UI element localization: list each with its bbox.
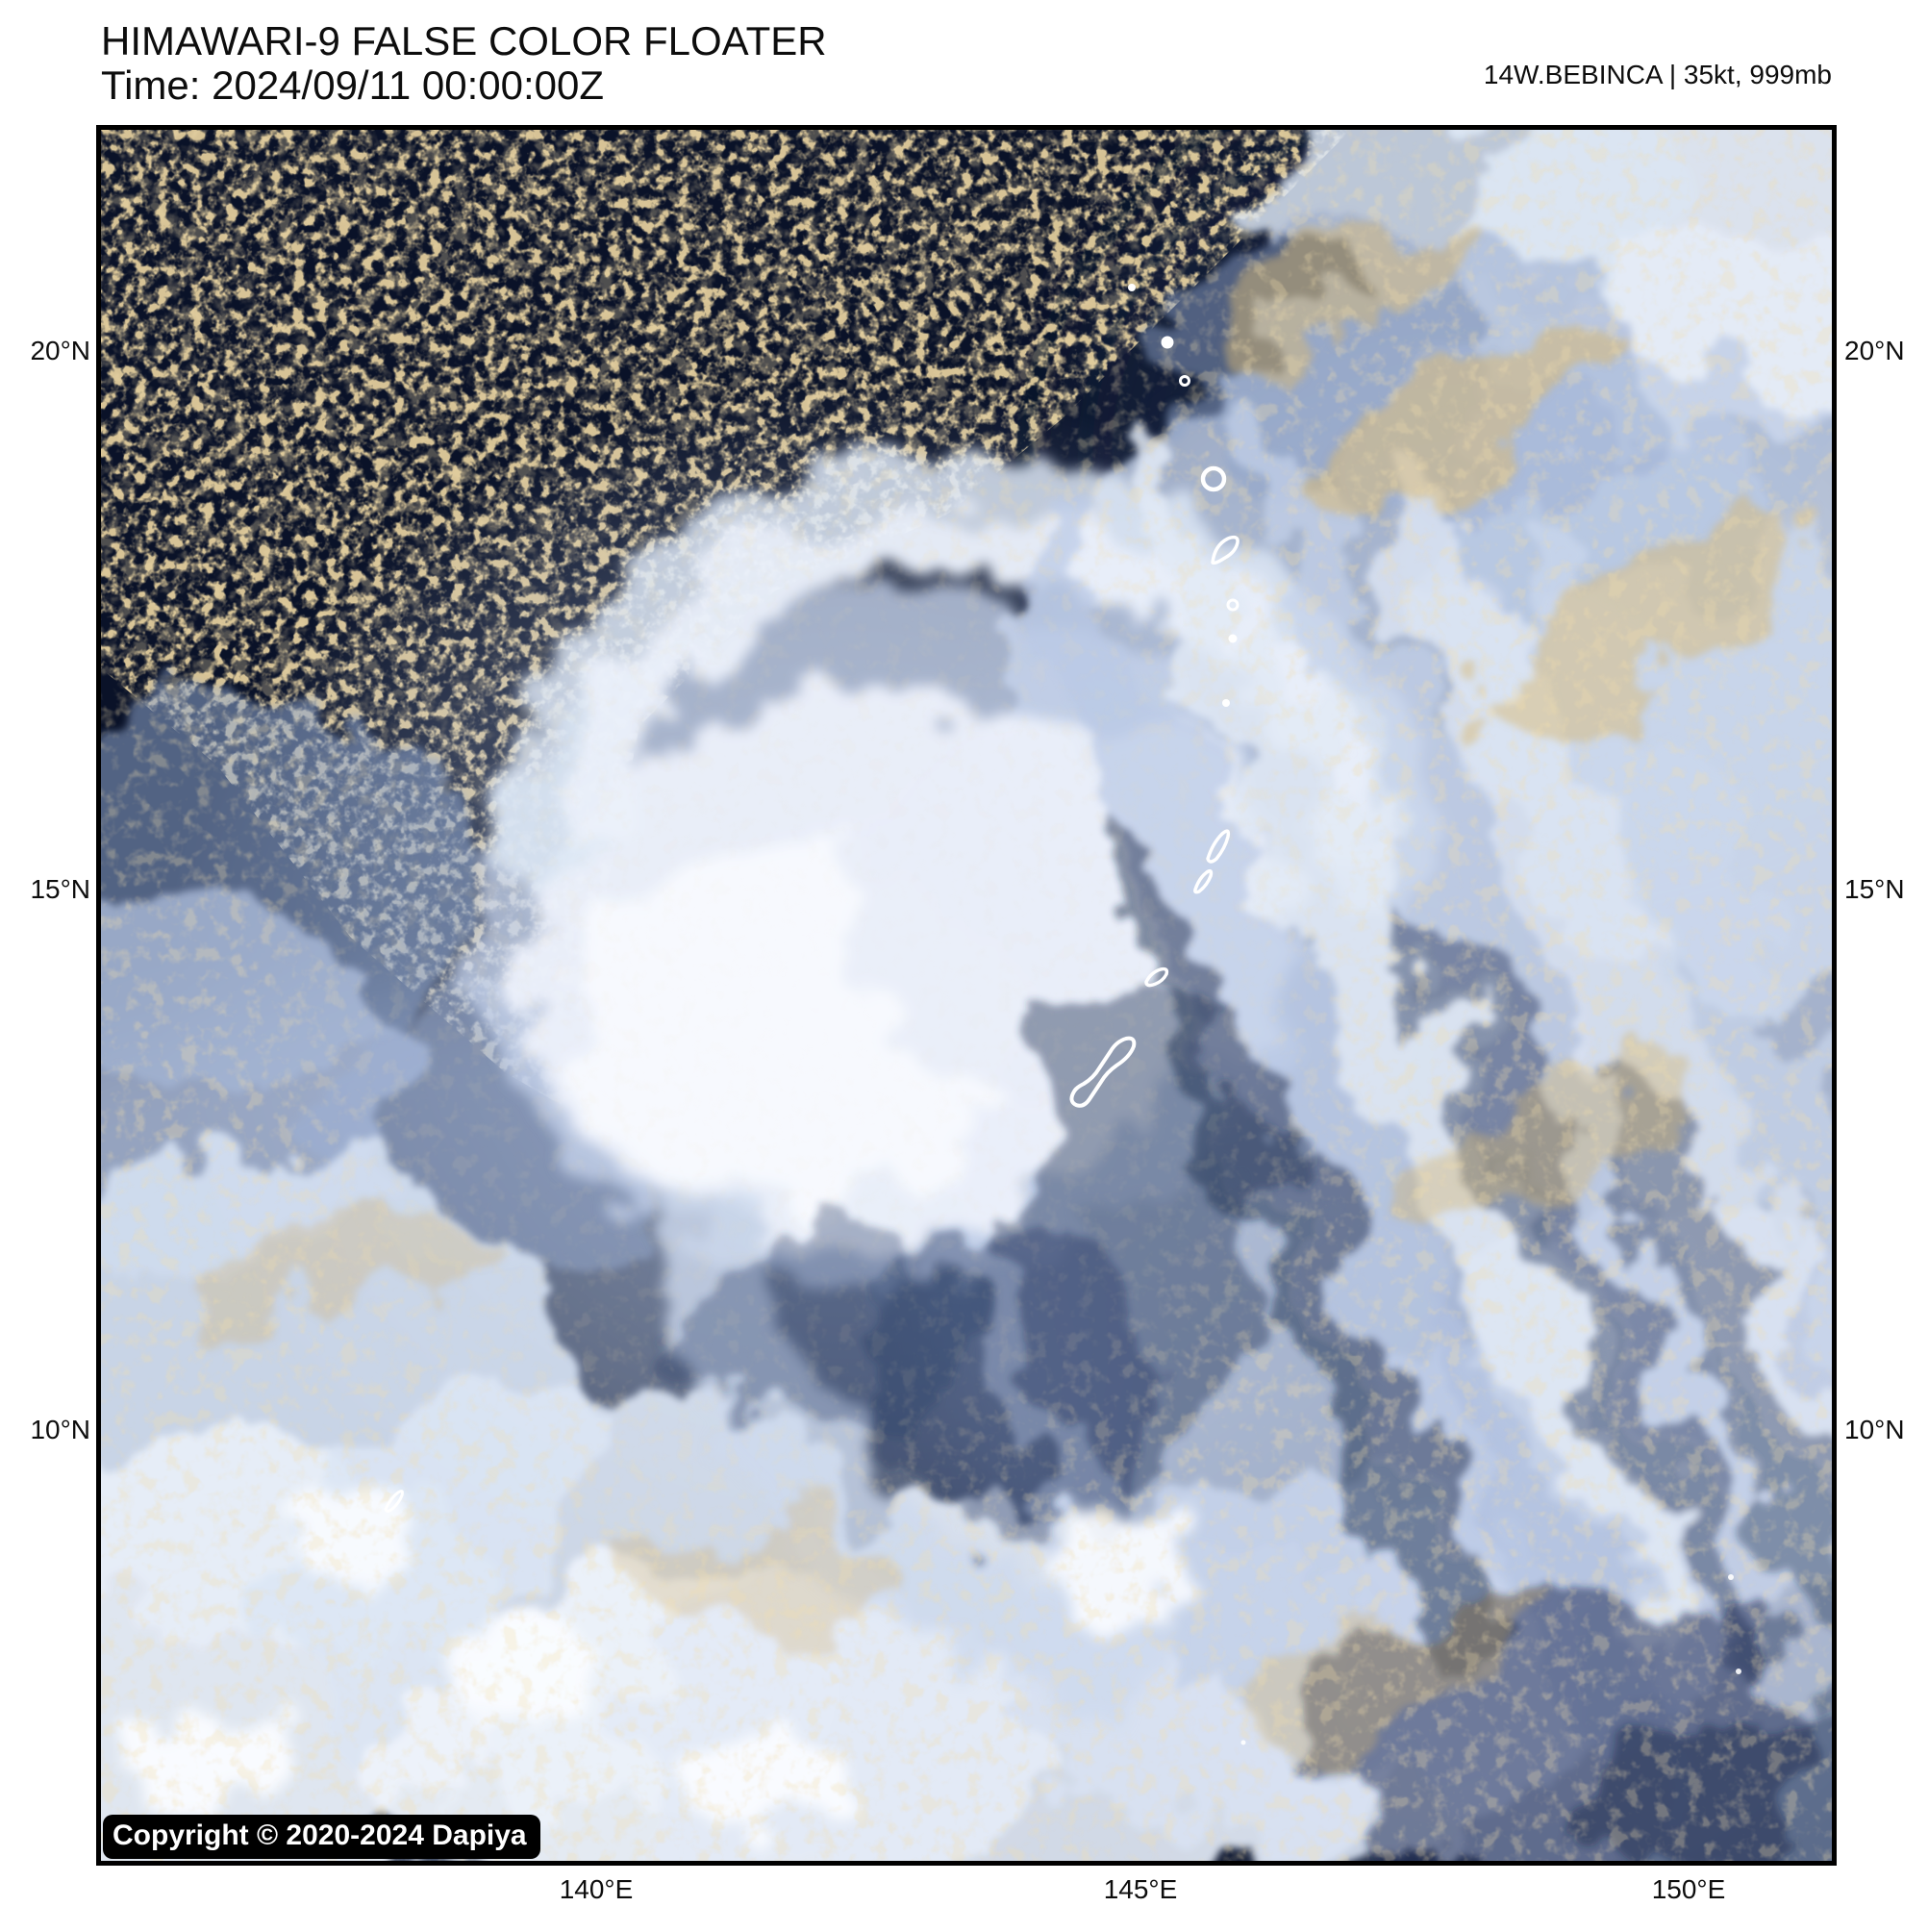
island-outline-ulithi — [384, 1490, 404, 1513]
lat-label-15n-left: 15°N — [30, 874, 90, 904]
island-outline-tinian — [1193, 868, 1214, 894]
island-ring-agrihan — [1200, 465, 1227, 492]
island-outline-saipan — [1206, 829, 1231, 864]
island-outline-pagan — [1211, 535, 1239, 565]
product-title: HIMAWARI-9 FALSE COLOR FLOATER — [101, 18, 827, 63]
island-outlines — [384, 284, 1741, 1745]
storm-info-label: 14W.BEBINCA | 35kt, 999mb — [1483, 60, 1832, 89]
island-dot-farallon-de-pajaros — [1128, 284, 1136, 291]
island-dot-southeast-1 — [1728, 1574, 1734, 1580]
island-dot-anatahan — [1222, 699, 1230, 707]
island-dot-maug — [1161, 336, 1174, 349]
lat-label-10n-right: 10°N — [1844, 1415, 1905, 1444]
island-dot-south — [1240, 1740, 1246, 1745]
island-outline-guam — [1069, 1036, 1137, 1108]
lon-label-140e: 140°E — [559, 1874, 634, 1904]
island-outline-rota — [1144, 966, 1169, 988]
gold-mottle-overlay — [101, 130, 1832, 1861]
copyright-badge: Copyright © 2020-2024 Dapiya — [103, 1815, 540, 1859]
satellite-image — [101, 130, 1832, 1861]
lon-label-150e: 150°E — [1651, 1874, 1726, 1904]
satellite-image-frame: Copyright © 2020-2024 Dapiya — [96, 125, 1837, 1866]
lat-label-15n-right: 15°N — [1844, 874, 1905, 904]
island-ring-asuncion — [1179, 375, 1190, 387]
island-dot-guguan — [1228, 634, 1238, 643]
island-dot-southeast-2 — [1736, 1669, 1741, 1674]
lon-label-145e: 145°E — [1103, 1874, 1178, 1904]
lat-label-20n-right: 20°N — [1844, 336, 1905, 365]
island-ring-alamagan — [1226, 598, 1239, 612]
lat-label-20n-left: 20°N — [30, 336, 90, 365]
lat-label-10n-left: 10°N — [30, 1415, 90, 1444]
timestamp: Time: 2024/09/11 00:00:00Z — [101, 63, 605, 108]
